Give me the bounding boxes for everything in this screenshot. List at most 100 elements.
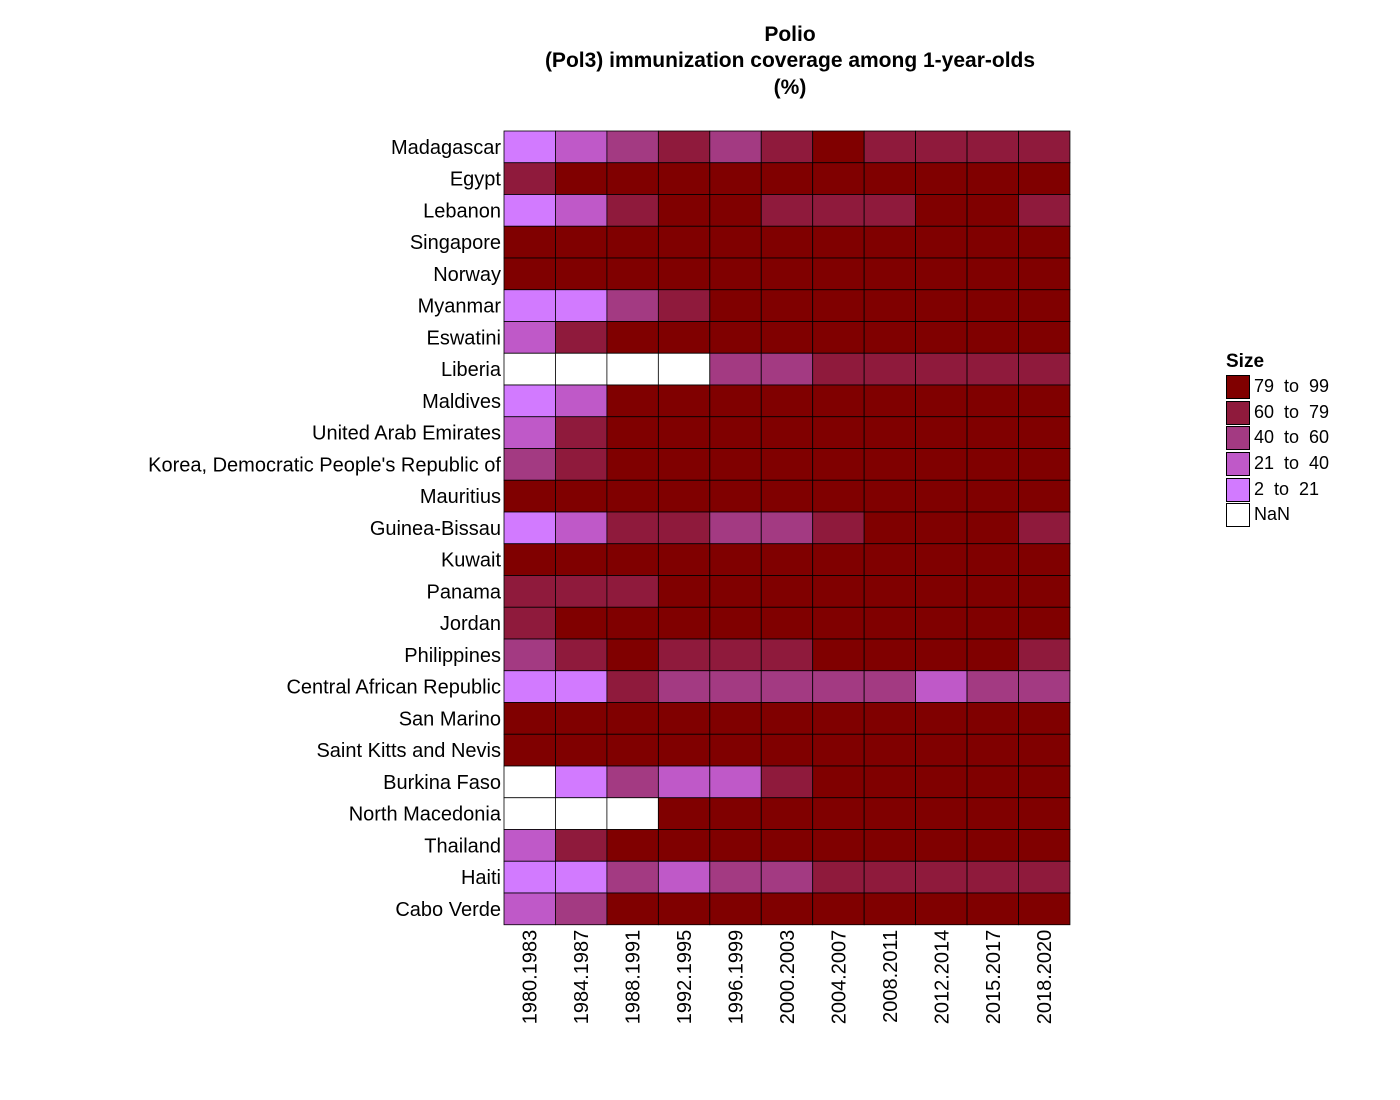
heatmap-cell: [966, 892, 1019, 926]
heatmap-cell: [915, 892, 968, 926]
heatmap-cell: [555, 543, 608, 576]
heatmap-cell: [606, 321, 659, 354]
heatmap-cell: [915, 479, 968, 513]
heatmap-cell: [709, 416, 762, 449]
heatmap-cell: [503, 162, 556, 195]
chart-title-line-3: (%): [773, 76, 807, 99]
chart-title-line-2: (Pol3) immunization coverage among 1-yea…: [544, 49, 1036, 72]
heatmap-cell: [606, 829, 659, 862]
heatmap-cell: [1018, 543, 1071, 576]
chart-title-line-1: Polio: [764, 23, 816, 46]
heatmap-cell: [606, 511, 659, 545]
heatmap-cell: [966, 289, 1019, 322]
heatmap-cell: [606, 130, 659, 164]
heatmap-cell: [812, 257, 865, 291]
heatmap-cell: [606, 702, 659, 735]
heatmap-cell: [966, 702, 1019, 735]
heatmap-cell: [966, 416, 1019, 449]
heatmap-cell: [966, 638, 1019, 672]
heatmap-cell: [915, 575, 968, 608]
heatmap-cell: [915, 257, 968, 291]
heatmap-cell: [966, 733, 1019, 767]
heatmap-cell: [863, 257, 917, 291]
heatmap-cell: [555, 638, 608, 672]
heatmap-cell: [503, 733, 556, 767]
heatmap-cell: [606, 162, 659, 195]
heatmap-cell: [606, 257, 659, 291]
y-tick-label: Panama: [427, 581, 502, 603]
y-tick-label: Kuwait: [441, 550, 501, 572]
heatmap-cell: [915, 733, 968, 767]
heatmap-cell: [555, 416, 608, 449]
y-tick-label: Burkina Faso: [383, 772, 501, 794]
heatmap-cell: [709, 225, 762, 259]
heatmap-cell: [915, 448, 968, 481]
x-tick-label: 2018.2020: [1034, 930, 1056, 1025]
heatmap-cell: [812, 194, 865, 227]
heatmap-cell: [966, 130, 1019, 164]
heatmap-cell: [760, 384, 814, 418]
legend-swatch: [1226, 478, 1250, 502]
heatmap-cell: [812, 416, 865, 449]
heatmap-cell: [915, 860, 968, 894]
heatmap-cell: [863, 384, 917, 418]
heatmap-cell: [863, 892, 917, 926]
heatmap-cell: [709, 479, 762, 513]
x-tick-label: 2000.2003: [777, 930, 799, 1025]
y-tick-label: Central African Republic: [286, 677, 501, 699]
heatmap-cell: [709, 289, 762, 322]
heatmap-cell: [606, 638, 659, 672]
y-tick-label: Haiti: [461, 867, 501, 889]
heatmap-cell: [812, 130, 865, 164]
y-tick-label: Egypt: [450, 169, 502, 191]
heatmap-cell: [1018, 130, 1071, 164]
heatmap-cell: [812, 289, 865, 322]
heatmap-cell: [863, 225, 917, 259]
heatmap-cell: [503, 416, 556, 449]
heatmap-cell: [606, 606, 659, 640]
heatmap-cell: [503, 511, 556, 545]
heatmap-cell: [863, 702, 917, 735]
heatmap-cell: [812, 733, 865, 767]
heatmap-cell: [966, 860, 1019, 894]
heatmap-cell: [812, 352, 865, 386]
heatmap-cell: [915, 638, 968, 672]
heatmap-cell: [606, 892, 659, 926]
heatmap-cell: [555, 384, 608, 418]
heatmap-cell: [760, 670, 814, 703]
x-tick-label: 2015.2017: [983, 930, 1005, 1025]
heatmap-cell: [555, 892, 608, 926]
heatmap-cell: [1018, 289, 1071, 322]
heatmap-cell: [555, 575, 608, 608]
y-tick-label: Jordan: [440, 613, 501, 635]
heatmap-cell: [966, 606, 1019, 640]
heatmap-cell: [657, 194, 711, 227]
heatmap-cell: [915, 765, 968, 799]
heatmap-cell: [709, 575, 762, 608]
heatmap-cell: [503, 289, 556, 322]
heatmap-cell: [503, 765, 556, 799]
heatmap-cell: [709, 257, 762, 291]
y-tick-label: Lebanon: [423, 200, 501, 222]
y-tick-label: Guinea-Bissau: [370, 518, 501, 540]
heatmap-cell: [503, 670, 556, 703]
heatmap-cell: [863, 416, 917, 449]
heatmap-cell: [709, 892, 762, 926]
heatmap-cell: [709, 670, 762, 703]
heatmap-cell: [709, 860, 762, 894]
heatmap-cell: [863, 511, 917, 545]
heatmap-cell: [555, 511, 608, 545]
heatmap-cell: [812, 225, 865, 259]
heatmap-cell: [709, 797, 762, 830]
legend-swatch: [1226, 375, 1250, 399]
heatmap-cell: [915, 321, 968, 354]
heatmap-cell: [966, 448, 1019, 481]
x-tick-label: 1992.1995: [674, 930, 696, 1025]
heatmap-cell: [503, 860, 556, 894]
heatmap-cell: [1018, 606, 1071, 640]
heatmap-cell: [503, 479, 556, 513]
y-tick-label: Cabo Verde: [395, 899, 501, 921]
heatmap-cell: [915, 606, 968, 640]
heatmap-cell: [812, 702, 865, 735]
heatmap-cell: [760, 765, 814, 799]
